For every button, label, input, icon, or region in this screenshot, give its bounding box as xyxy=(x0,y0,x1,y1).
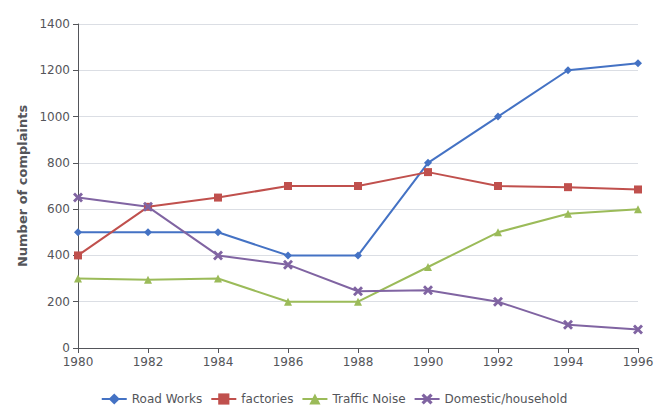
svg-text:1988: 1988 xyxy=(343,355,374,369)
svg-text:1990: 1990 xyxy=(413,355,444,369)
svg-text:1994: 1994 xyxy=(553,355,584,369)
svg-text:Domestic/household: Domestic/household xyxy=(445,392,568,406)
svg-text:1984: 1984 xyxy=(203,355,234,369)
svg-text:1200: 1200 xyxy=(39,63,70,77)
svg-text:1400: 1400 xyxy=(39,17,70,31)
svg-text:0: 0 xyxy=(62,341,70,355)
svg-text:1000: 1000 xyxy=(39,110,70,124)
svg-text:factories: factories xyxy=(241,392,293,406)
svg-text:1986: 1986 xyxy=(273,355,304,369)
svg-text:600: 600 xyxy=(47,202,70,216)
svg-text:800: 800 xyxy=(47,156,70,170)
svg-text:200: 200 xyxy=(47,295,70,309)
svg-text:Road Works: Road Works xyxy=(132,392,203,406)
svg-text:1980: 1980 xyxy=(63,355,94,369)
svg-text:400: 400 xyxy=(47,248,70,262)
svg-text:Traffic Noise: Traffic Noise xyxy=(331,392,405,406)
svg-text:1992: 1992 xyxy=(483,355,514,369)
svg-text:Number of complaints: Number of complaints xyxy=(15,105,30,267)
svg-text:1996: 1996 xyxy=(623,355,654,369)
svg-text:1982: 1982 xyxy=(133,355,164,369)
